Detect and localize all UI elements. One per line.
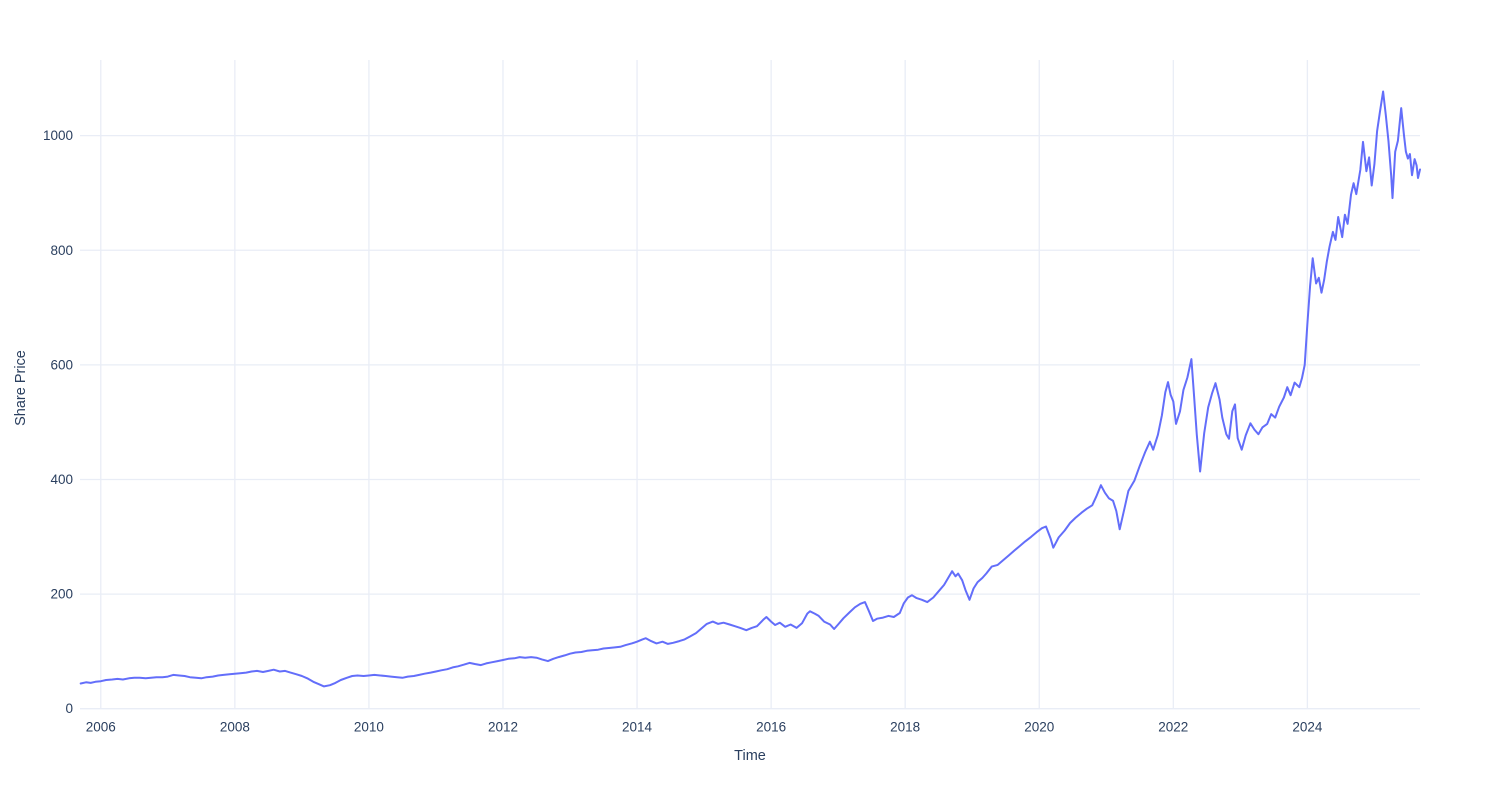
x-tick-label: 2012 xyxy=(488,720,518,735)
x-tick-label: 2014 xyxy=(622,720,653,735)
y-tick-label: 400 xyxy=(50,472,73,487)
x-tick-label: 2020 xyxy=(1024,720,1054,735)
x-tick-label: 2022 xyxy=(1158,720,1188,735)
y-tick-label: 600 xyxy=(50,357,73,372)
gridlines xyxy=(80,60,1420,710)
axis-tick-labels: 2006 2008 2010 2012 2014 2016 2018 2020 2022 2024… xyxy=(43,128,1323,735)
x-tick-label: 2010 xyxy=(354,720,384,735)
y-tick-label: 0 xyxy=(65,701,73,716)
x-axis-title: Time xyxy=(734,748,766,764)
y-tick-label: 800 xyxy=(50,243,73,258)
x-tick-label: 2024 xyxy=(1292,720,1323,735)
price-line-series xyxy=(79,90,1421,688)
x-tick-label: 2008 xyxy=(220,720,250,735)
y-tick-label: 1000 xyxy=(43,128,73,143)
price-line xyxy=(79,90,1421,688)
x-tick-label: 2018 xyxy=(890,720,920,735)
y-tick-label: 200 xyxy=(50,587,73,602)
x-tick-label: 2016 xyxy=(756,720,786,735)
x-tick-label: 2006 xyxy=(86,720,116,735)
y-axis-title: Share Price xyxy=(12,350,29,426)
